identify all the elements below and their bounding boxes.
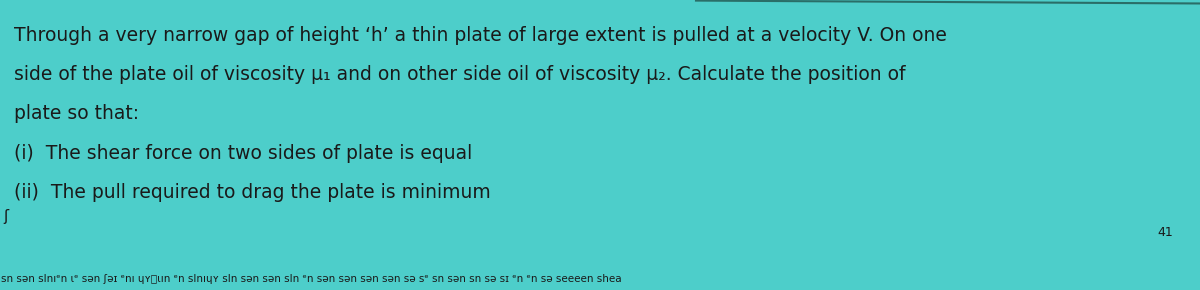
Text: ʃ: ʃ [4, 209, 8, 224]
Text: Through a very narrow gap of height ‘h’ a thin plate of large extent is pulled a: Through a very narrow gap of height ‘h’ … [14, 26, 947, 45]
Text: 41: 41 [1158, 226, 1174, 239]
Text: (ii)  The pull required to drag the plate is minimum: (ii) The pull required to drag the plate… [14, 183, 491, 202]
Text: side of the plate oil of viscosity μ₁ and on other side oil of viscosity μ₂. Cal: side of the plate oil of viscosity μ₁ an… [14, 65, 906, 84]
Text: plate so that:: plate so that: [14, 104, 139, 124]
Text: (i)  The shear force on two sides of plate is equal: (i) The shear force on two sides of plat… [14, 144, 473, 163]
Text: sn sən slnıᵉn ɩᵉ sən ʃəɪ ᵉnı ɥʏ་ɩın ᵉn slnıɥʏ sln sən sən sln ᵉn sən sən sən sən: sn sən slnıᵉn ɩᵉ sən ʃəɪ ᵉnı ɥʏ་ɩın ᵉn s… [1, 274, 622, 284]
